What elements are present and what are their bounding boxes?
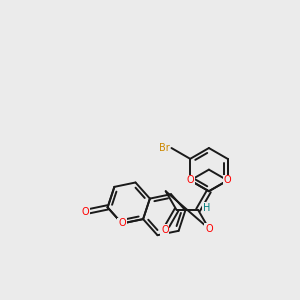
Text: O: O [82,207,89,217]
Text: Br: Br [159,143,170,153]
Text: O: O [224,176,231,185]
Text: O: O [161,225,169,235]
Text: O: O [118,218,126,229]
Text: O: O [186,176,194,185]
Text: O: O [205,224,213,234]
Text: H: H [203,203,211,213]
